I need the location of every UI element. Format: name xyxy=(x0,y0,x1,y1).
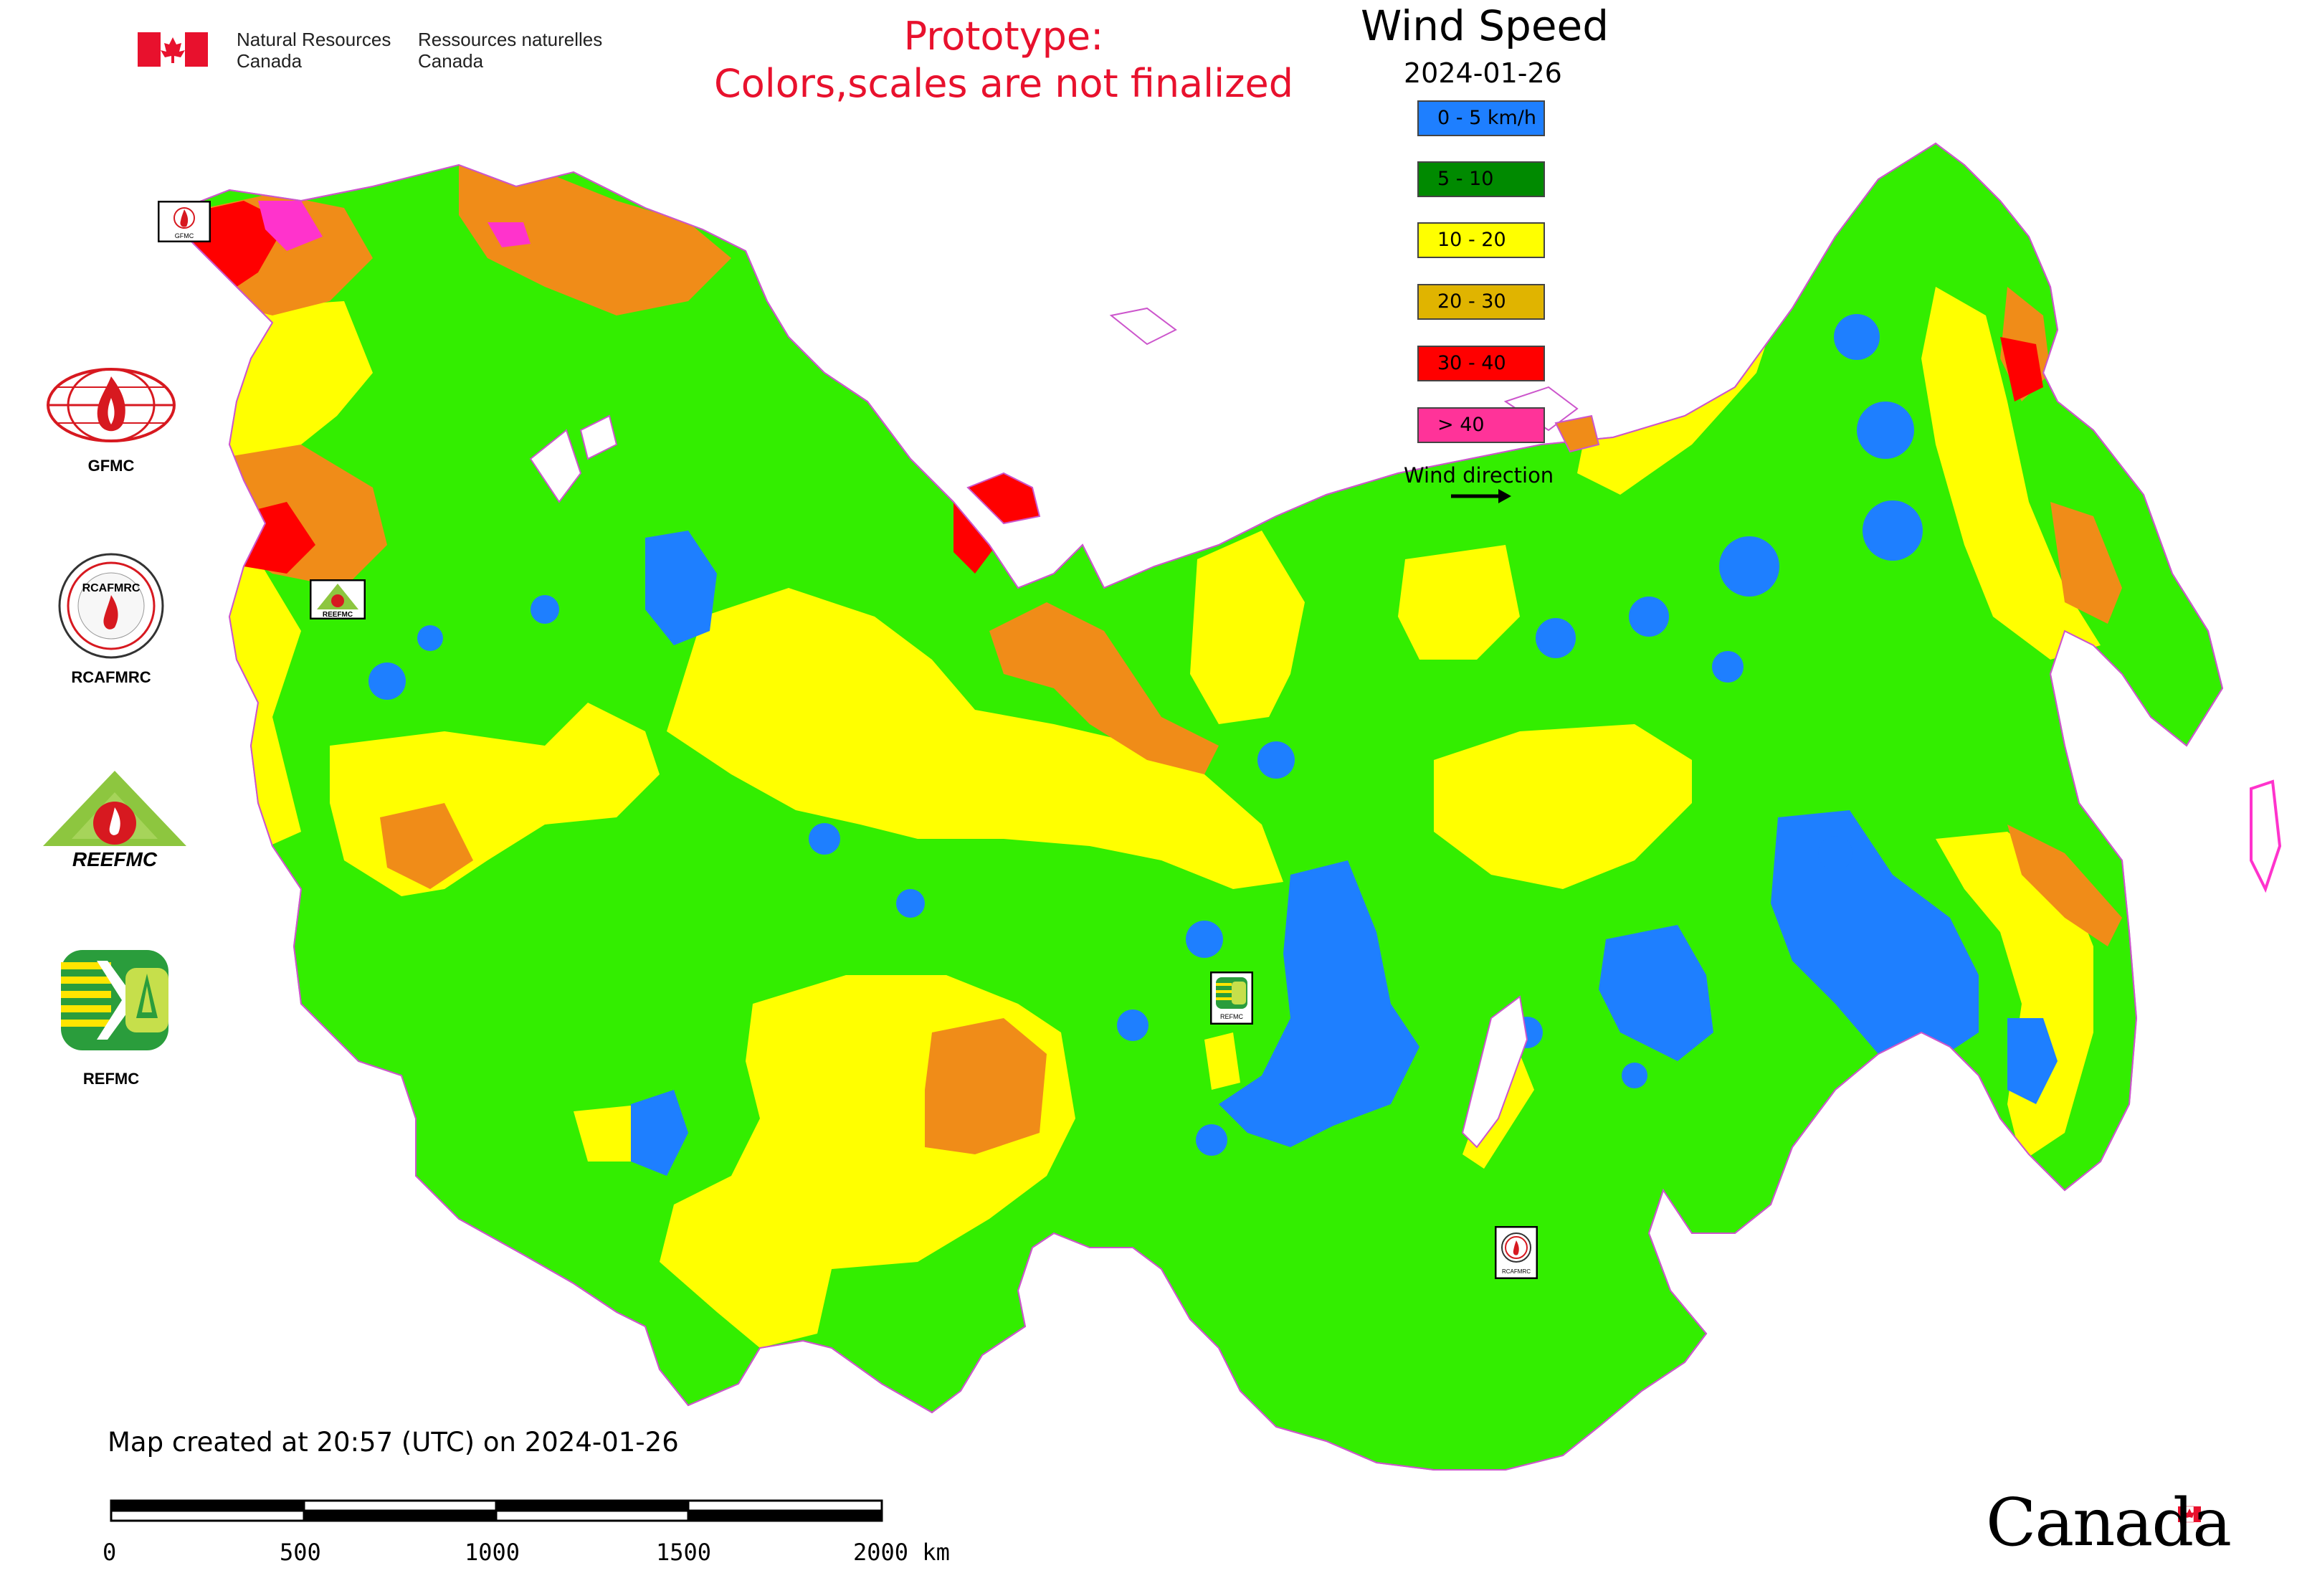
canada-flag-icon xyxy=(138,32,208,67)
refmc-stripes-logo xyxy=(61,950,168,1050)
reefmc-triangle-logo: REEFMC xyxy=(43,771,186,870)
legend-label: 20 - 30 xyxy=(1437,290,1506,313)
svg-text:GFMC: GFMC xyxy=(175,232,194,239)
wind-direction-arrow xyxy=(1451,489,1511,503)
legend-label: > 40 xyxy=(1437,414,1485,436)
rcafmrc-marker-logo[interactable]: RCAFMRC xyxy=(1495,1226,1538,1279)
legend-item-20-30: 20 - 30 xyxy=(1417,284,1545,320)
prototype-line-1: Prototype: xyxy=(903,14,1104,59)
legend-item-30-40: 30 - 40 xyxy=(1417,346,1545,381)
scale-label-0: 0 xyxy=(103,1539,117,1566)
legend-item-0-5: 0 - 5 km/h xyxy=(1417,100,1545,136)
scale-label-500: 500 xyxy=(280,1539,321,1566)
canada-wordmark: Canada xyxy=(1986,1484,2232,1561)
legend-item-over-40: > 40 xyxy=(1417,407,1545,443)
scale-label-1500: 1500 xyxy=(656,1539,712,1566)
prototype-notice: Prototype: Colors,scales are not finaliz… xyxy=(660,13,1348,108)
gfmc-label: GFMC xyxy=(87,457,135,475)
rcafmrc-label: RCAFMRC xyxy=(71,668,151,686)
legend-item-5-10: 5 - 10 xyxy=(1417,161,1545,197)
coastline xyxy=(163,142,2224,1471)
map-created-timestamp: Map created at 20:57 (UTC) on 2024-01-26 xyxy=(108,1427,679,1458)
rcafmrc-seal-logo: RCAFMRC xyxy=(58,553,164,659)
gfmc-marker-logo[interactable]: GFMC xyxy=(158,201,211,242)
wind-direction-label: Wind direction xyxy=(1404,463,1554,488)
reefmc-marker-logo[interactable]: REEFMC xyxy=(310,579,366,619)
svg-text:RCAFMRC: RCAFMRC xyxy=(1502,1268,1531,1275)
prototype-line-2: Colors,scales are not finalized xyxy=(714,61,1293,106)
refmc-label: REFMC xyxy=(82,1070,140,1088)
svg-text:REFMC: REFMC xyxy=(1220,1013,1243,1020)
agency-name-fr: Ressources naturelles Canada xyxy=(418,29,603,72)
scale-label-1000: 1000 xyxy=(465,1539,520,1566)
lakes xyxy=(529,414,1528,1149)
legend-label: 10 - 20 xyxy=(1437,229,1506,251)
svg-text:RCAFMRC: RCAFMRC xyxy=(82,582,141,594)
zone-over-40 xyxy=(258,201,531,251)
svg-text:REEFMC: REEFMC xyxy=(72,848,158,870)
legend-label: 30 - 40 xyxy=(1437,352,1506,374)
legend-item-10-20: 10 - 20 xyxy=(1417,222,1545,258)
legend-label: 5 - 10 xyxy=(1437,168,1494,190)
canada-wordmark-flag-icon xyxy=(2178,1506,2201,1523)
scale-label-2000: 2000 km xyxy=(853,1539,950,1566)
scale-bar xyxy=(110,1499,883,1522)
zone-20-30 xyxy=(172,165,2122,1154)
legend-title: Wind Speed xyxy=(1361,1,1609,50)
refmc-marker-logo[interactable]: REFMC xyxy=(1210,972,1253,1025)
gfmc-globe-flame-logo xyxy=(47,368,176,442)
legend-date: 2024-01-26 xyxy=(1404,57,1562,89)
svg-text:REEFMC: REEFMC xyxy=(323,611,353,619)
zone-0-5 xyxy=(368,314,2058,1176)
legend-label: 0 - 5 km/h xyxy=(1437,107,1536,129)
agency-name-en: Natural Resources Canada xyxy=(237,29,391,72)
